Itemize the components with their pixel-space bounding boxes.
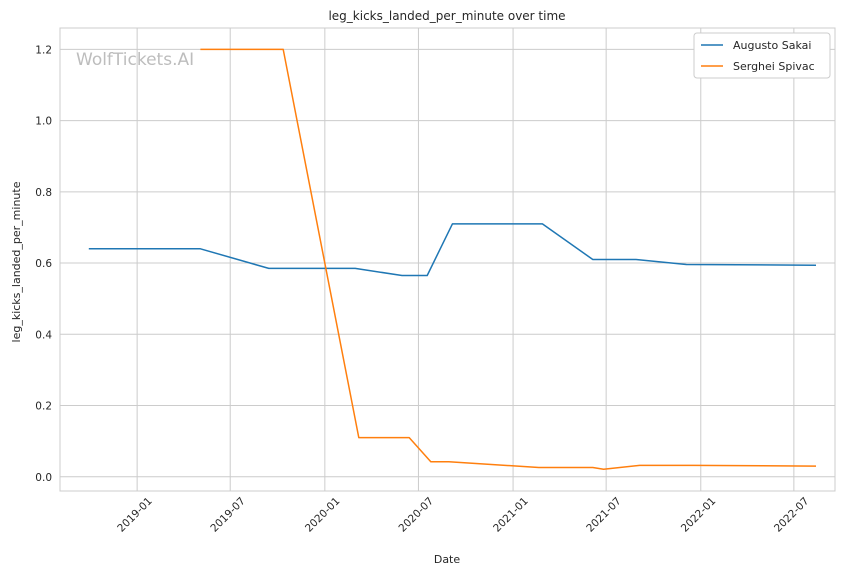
y-tick-label: 0.2 (35, 401, 52, 413)
x-axis-label: Date (434, 553, 461, 566)
watermark-text: WolfTickets.AI (76, 50, 194, 70)
y-tick-label: 0.8 (35, 187, 52, 199)
y-tick-label: 0.4 (35, 329, 52, 341)
series-line-serghei-spivac (200, 48, 817, 471)
legend-label-augusto-sakai: Augusto Sakai (733, 39, 811, 52)
series-line-augusto-sakai (88, 223, 817, 277)
legend-label-serghei-spivac: Serghei Spivac (733, 60, 815, 73)
y-tick-label: 1.2 (35, 44, 52, 56)
y-tick-label: 0.6 (35, 258, 52, 270)
plot-area-frame (59, 27, 836, 492)
y-tick-label: 1.0 (35, 116, 52, 128)
y-axis-label: leg_kicks_landed_per_minute (10, 181, 23, 342)
series-lines (88, 48, 817, 471)
chart-title: leg_kicks_landed_per_minute over time (328, 9, 565, 23)
legend: Augusto Sakai Serghei Spivac (693, 32, 831, 79)
legend-box (693, 32, 831, 79)
y-tick-label: 0.0 (35, 472, 52, 484)
